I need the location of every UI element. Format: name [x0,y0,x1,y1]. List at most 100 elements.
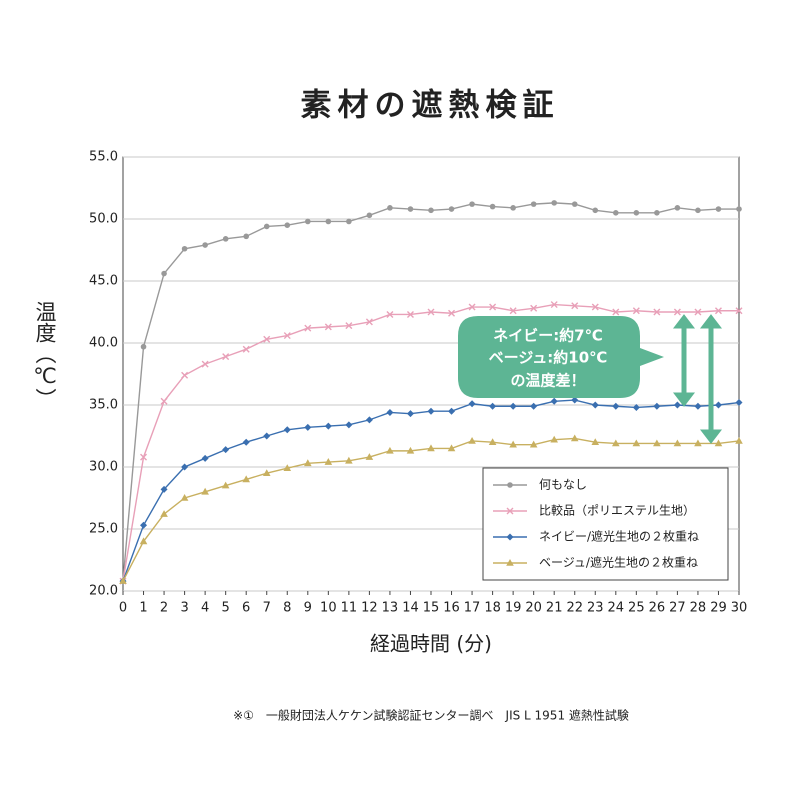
marker [263,223,270,230]
marker [448,407,456,415]
marker [428,207,434,214]
marker [427,407,435,415]
marker [509,440,517,448]
x-tick-label: 2 [160,601,168,616]
x-tick-label: 18 [484,601,501,616]
marker [633,210,640,216]
marker [735,436,743,444]
x-tick-label: 12 [361,601,378,616]
y-tick-label: 55.0 [89,150,118,165]
marker [530,402,538,410]
marker [653,308,661,316]
marker [181,371,189,379]
x-tick-label: 7 [263,601,271,616]
marker [406,410,414,418]
marker [406,310,414,318]
marker [735,307,743,315]
marker [160,397,168,405]
plot-area: 20.025.030.035.040.045.050.055.00 1 2 3 4 5 6 7… [89,150,747,616]
callout-text: ネイビー:約7℃ [493,327,603,345]
marker [283,426,291,434]
marker [263,432,271,440]
marker [201,454,209,462]
marker [489,203,496,210]
legend-label: ベージュ/遮光生地の２枚重ね [539,555,698,570]
marker [653,439,661,447]
marker [448,309,456,317]
marker [324,422,332,430]
marker [304,459,312,467]
marker [632,403,640,411]
marker [550,435,558,443]
marker [714,307,722,315]
x-tick-label: 25 [628,601,645,616]
marker [263,335,271,343]
marker [386,310,394,318]
x-tick-label: 22 [566,601,583,616]
marker [551,200,557,206]
marker [304,324,312,332]
marker [242,438,250,446]
marker [304,423,312,431]
marker [119,577,127,584]
marker [406,446,415,454]
marker [507,482,513,488]
marker [530,304,538,312]
x-tick-label: 8 [283,601,291,616]
marker [283,464,292,472]
marker [632,307,640,315]
marker [221,481,230,489]
marker [632,439,641,447]
legend-label: 何もなし [539,478,587,492]
marker [386,446,394,454]
marker [365,318,373,326]
marker [222,446,230,454]
marker [488,438,497,445]
marker [242,475,250,483]
marker [506,533,514,541]
difference-arrows [672,314,723,444]
marker [181,245,188,252]
marker [386,408,394,416]
marker [140,521,148,529]
marker [181,463,189,471]
marker [160,510,168,517]
x-tick-label: 21 [546,601,563,616]
marker [612,439,620,447]
x-tick-label: 9 [304,601,312,616]
marker [510,205,516,211]
series [119,396,743,585]
marker [201,360,209,368]
marker [345,456,353,464]
marker [654,210,660,216]
marker [427,444,435,452]
marker [673,401,681,409]
marker [262,469,271,476]
marker [613,210,619,216]
marker [469,201,475,207]
marker [506,507,514,515]
marker [324,458,333,465]
footnote: ※① 一般財団法人ケケン試験認証センター調べ JIS L 1951 遮熱性試験 [233,708,629,723]
marker [222,353,230,361]
marker [591,438,600,445]
legend-label: 比較品（ポリエステル生地） [539,503,695,518]
marker [387,205,393,211]
marker [736,206,742,212]
marker [694,402,702,410]
x-tick-label: 3 [180,601,188,616]
marker [695,207,701,214]
marker [714,401,722,409]
x-tick-label: 13 [382,601,399,616]
y-tick-label: 50.0 [89,212,118,227]
x-tick-label: 17 [464,601,481,616]
legend-box [482,467,729,581]
x-tick-label: 28 [690,601,707,616]
marker [506,559,514,566]
marker [714,439,723,447]
y-tick-label: 30.0 [89,460,118,475]
x-tick-label: 26 [649,601,666,616]
marker [447,444,456,452]
